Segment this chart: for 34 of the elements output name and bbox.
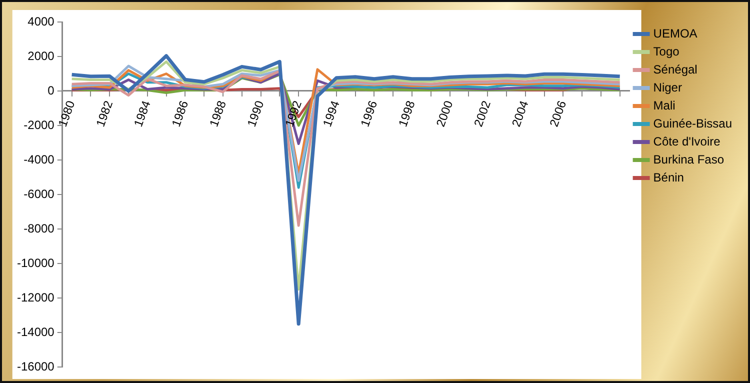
x-tick-label: 2000	[433, 98, 456, 129]
x-tick-label: 1988	[206, 98, 230, 129]
legend-label: Niger	[653, 80, 682, 94]
y-tick-label: -6000	[24, 186, 55, 201]
legend-label: Côte d'Ivoire	[653, 134, 721, 148]
x-tick-label: 1994	[320, 98, 342, 129]
y-tick-label: -10000	[16, 256, 55, 270]
x-tick-label: 2006	[546, 98, 570, 129]
legend-label: Guinée-Bissau	[653, 116, 732, 130]
x-tick-label: 1986	[168, 98, 192, 129]
x-tick-label: 1996	[358, 98, 380, 129]
y-tick-label: 2000	[28, 48, 55, 63]
x-tick-label: 1984	[131, 98, 154, 129]
legend-label: Mali	[653, 98, 676, 112]
x-tick-label: 1992	[282, 98, 305, 129]
x-tick-label: 2002	[471, 98, 494, 129]
y-tick-label: -12000	[16, 290, 55, 304]
legend-label: Sénégal	[653, 62, 698, 76]
x-tick-label: 1982	[93, 98, 116, 129]
legend-label: Burkina Faso	[653, 152, 724, 166]
y-tick-label: -16000	[16, 359, 55, 374]
x-tick-label: 1980	[55, 98, 78, 129]
x-tick-label: 2004	[509, 98, 532, 129]
legend-label: Togo	[653, 44, 680, 58]
y-tick-label: 0	[48, 83, 55, 98]
y-tick-label: -4000	[24, 152, 55, 166]
x-tick-label: 1990	[244, 98, 267, 129]
y-tick-label: 4000	[28, 14, 55, 28]
legend-label: Bénin	[653, 170, 684, 184]
x-tick-label: 1998	[396, 98, 418, 129]
y-tick-label: -8000	[24, 221, 55, 236]
y-tick-label: -2000	[24, 118, 55, 132]
legend-label: UEMOA	[653, 26, 698, 40]
y-tick-label: -14000	[16, 324, 55, 339]
